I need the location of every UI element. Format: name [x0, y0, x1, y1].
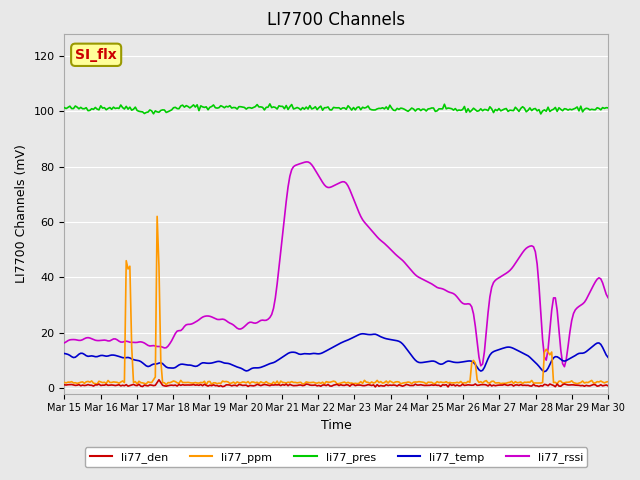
- li77_temp: [386, 336, 394, 342]
- li77_den: [395, 382, 403, 388]
- li77_den: [557, 384, 564, 389]
- li77_pres: [62, 106, 70, 111]
- Title: LI7700 Channels: LI7700 Channels: [267, 11, 405, 29]
- li77_rssi: [561, 364, 568, 370]
- Text: SI_flx: SI_flx: [76, 48, 117, 62]
- li77_temp: [62, 351, 70, 357]
- li77_rssi: [384, 244, 392, 250]
- li77_den: [522, 383, 530, 388]
- li77_rssi: [302, 159, 310, 165]
- li77_rssi: [555, 327, 563, 333]
- li77_pres: [604, 105, 612, 111]
- li77_den: [386, 382, 394, 388]
- li77_temp: [384, 336, 392, 342]
- li77_ppm: [397, 381, 404, 387]
- Legend: li77_den, li77_ppm, li77_pres, li77_temp, li77_rssi: li77_den, li77_ppm, li77_pres, li77_temp…: [85, 447, 588, 467]
- li77_ppm: [557, 378, 564, 384]
- li77_ppm: [386, 378, 394, 384]
- li77_pres: [386, 102, 394, 108]
- li77_temp: [395, 338, 403, 344]
- li77_temp: [359, 331, 367, 336]
- li77_den: [384, 383, 392, 388]
- li77_pres: [61, 105, 68, 110]
- li77_rssi: [520, 247, 528, 253]
- li77_ppm: [61, 380, 68, 385]
- li77_rssi: [395, 254, 403, 260]
- li77_rssi: [62, 339, 70, 345]
- li77_den: [61, 382, 68, 388]
- li77_pres: [520, 105, 528, 111]
- li77_den: [444, 384, 452, 390]
- li77_den: [604, 383, 612, 389]
- li77_ppm: [604, 379, 612, 384]
- li77_den: [155, 377, 163, 383]
- li77_temp: [61, 350, 68, 356]
- li77_temp: [541, 369, 548, 374]
- li77_pres: [384, 107, 392, 112]
- li77_ppm: [163, 382, 170, 388]
- Y-axis label: LI7700 Channels (mV): LI7700 Channels (mV): [15, 144, 28, 283]
- li77_ppm: [388, 379, 396, 385]
- Line: li77_temp: li77_temp: [65, 334, 608, 372]
- Line: li77_den: li77_den: [65, 380, 608, 387]
- li77_pres: [266, 101, 274, 107]
- Line: li77_ppm: li77_ppm: [65, 216, 608, 385]
- li77_pres: [395, 107, 403, 112]
- li77_ppm: [62, 380, 70, 386]
- Line: li77_rssi: li77_rssi: [65, 162, 608, 367]
- li77_rssi: [386, 246, 394, 252]
- li77_temp: [557, 357, 564, 362]
- li77_rssi: [604, 295, 612, 300]
- X-axis label: Time: Time: [321, 419, 351, 432]
- Line: li77_pres: li77_pres: [65, 104, 608, 114]
- li77_ppm: [522, 380, 530, 385]
- li77_den: [62, 382, 70, 388]
- li77_rssi: [61, 340, 68, 346]
- li77_temp: [604, 355, 612, 360]
- li77_temp: [520, 351, 528, 357]
- li77_pres: [557, 107, 564, 112]
- li77_ppm: [154, 214, 161, 219]
- li77_pres: [537, 111, 545, 117]
